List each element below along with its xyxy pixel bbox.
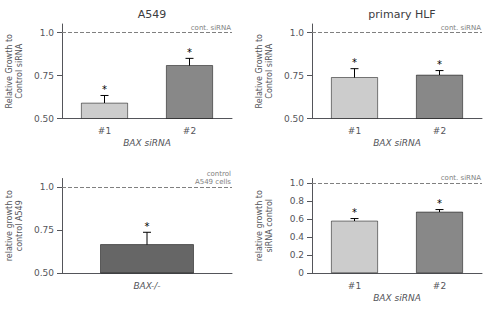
- svg-text:cont. siRNA: cont. siRNA: [191, 24, 231, 32]
- svg-text:#2: #2: [433, 281, 446, 291]
- svg-text:Control siRNA: Control siRNA: [15, 43, 24, 98]
- svg-text:#1: #1: [348, 281, 361, 291]
- svg-text:*: *: [437, 198, 442, 209]
- svg-text:*: *: [187, 47, 192, 58]
- svg-text:Relative Growth to: Relative Growth to: [5, 34, 14, 108]
- svg-text:#1: #1: [348, 126, 361, 136]
- svg-text:BAX siRNA: BAX siRNA: [373, 293, 421, 303]
- svg-text:*: *: [145, 221, 150, 232]
- svg-text:#2: #2: [433, 126, 446, 136]
- svg-text:0.50: 0.50: [284, 114, 304, 124]
- svg-text:BAX-/-: BAX-/-: [133, 281, 160, 291]
- svg-text:0.50: 0.50: [34, 114, 54, 124]
- svg-text:#2: #2: [183, 126, 196, 136]
- svg-text:*: *: [352, 207, 357, 218]
- svg-text:primary HLF: primary HLF: [368, 8, 435, 21]
- svg-text:*: *: [437, 59, 442, 70]
- svg-text:#1: #1: [98, 126, 111, 136]
- svg-text:*: *: [352, 57, 357, 68]
- svg-text:control A549: control A549: [15, 200, 24, 251]
- svg-text:0.50: 0.50: [34, 268, 54, 278]
- svg-text:0.75: 0.75: [34, 71, 54, 81]
- svg-text:Control siRNA: Control siRNA: [265, 43, 274, 98]
- svg-text:1.0: 1.0: [40, 182, 55, 192]
- svg-text:1.0: 1.0: [40, 28, 55, 38]
- svg-text:0.6: 0.6: [290, 214, 305, 224]
- svg-text:cont. siRNA: cont. siRNA: [441, 174, 481, 182]
- svg-text:1.0: 1.0: [290, 178, 305, 188]
- svg-text:0.8: 0.8: [290, 196, 305, 206]
- svg-text:control: control: [207, 170, 231, 178]
- svg-text:0.2: 0.2: [290, 250, 304, 260]
- svg-text:BAX siRNA: BAX siRNA: [373, 138, 421, 148]
- svg-text:Relative Growth to: Relative Growth to: [255, 34, 264, 108]
- svg-text:cont. siRNA: cont. siRNA: [441, 24, 481, 32]
- svg-text:relative growth to: relative growth to: [255, 190, 264, 261]
- svg-text:0: 0: [298, 268, 304, 278]
- svg-text:relative growth to: relative growth to: [5, 190, 14, 261]
- svg-text:BAX siRNA: BAX siRNA: [123, 138, 171, 148]
- svg-text:siRNA control: siRNA control: [265, 199, 274, 253]
- svg-text:0.75: 0.75: [284, 71, 304, 81]
- svg-text:A549: A549: [138, 8, 167, 21]
- svg-text:A549 cells: A549 cells: [195, 178, 231, 186]
- svg-text:*: *: [102, 84, 107, 95]
- svg-text:1.0: 1.0: [290, 28, 305, 38]
- svg-text:0.4: 0.4: [290, 232, 305, 242]
- svg-text:0.75: 0.75: [34, 225, 54, 235]
